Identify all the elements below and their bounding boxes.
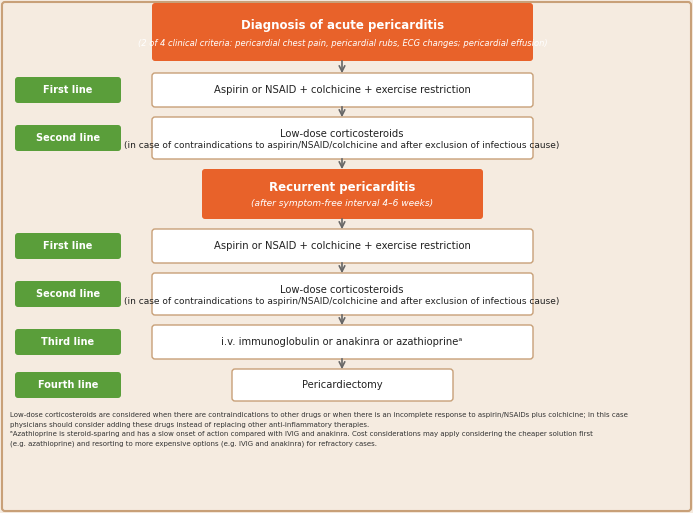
Text: Low-dose corticosteroids are considered when there are contraindications to othe: Low-dose corticosteroids are considered … — [10, 412, 628, 418]
Text: (e.g. azathioprine) and resorting to more expensive options (e.g. IVIG and anaki: (e.g. azathioprine) and resorting to mor… — [10, 441, 377, 447]
Text: First line: First line — [43, 241, 93, 251]
Text: (in case of contraindications to aspirin/NSAID/colchicine and after exclusion of: (in case of contraindications to aspirin… — [124, 298, 560, 306]
FancyBboxPatch shape — [232, 369, 453, 401]
Text: i.v. immunoglobulin or anakinra or azathioprineᵃ: i.v. immunoglobulin or anakinra or azath… — [221, 337, 463, 347]
Text: (in case of contraindications to aspirin/NSAID/colchicine and after exclusion of: (in case of contraindications to aspirin… — [124, 142, 560, 150]
FancyBboxPatch shape — [15, 125, 121, 151]
FancyBboxPatch shape — [15, 329, 121, 355]
Text: Diagnosis of acute pericarditis: Diagnosis of acute pericarditis — [241, 19, 444, 32]
Text: Third line: Third line — [42, 337, 94, 347]
Text: ᵃAzathioprine is steroid-sparing and has a slow onset of action compared with IV: ᵃAzathioprine is steroid-sparing and has… — [10, 431, 593, 437]
Text: Aspirin or NSAID + colchicine + exercise restriction: Aspirin or NSAID + colchicine + exercise… — [213, 85, 471, 95]
Text: Aspirin or NSAID + colchicine + exercise restriction: Aspirin or NSAID + colchicine + exercise… — [213, 241, 471, 251]
Text: physicians should consider adding these drugs instead of replacing other anti-in: physicians should consider adding these … — [10, 422, 369, 427]
Text: Fourth line: Fourth line — [38, 380, 98, 390]
Text: Low-dose corticosteroids: Low-dose corticosteroids — [280, 129, 404, 139]
FancyBboxPatch shape — [152, 73, 533, 107]
FancyBboxPatch shape — [152, 117, 533, 159]
Text: Low-dose corticosteroids: Low-dose corticosteroids — [280, 285, 404, 295]
Text: (after symptom-free interval 4–6 weeks): (after symptom-free interval 4–6 weeks) — [252, 199, 434, 208]
Text: (2 of 4 clinical criteria: pericardial chest pain, pericardial rubs, ECG changes: (2 of 4 clinical criteria: pericardial c… — [138, 39, 547, 48]
Text: Second line: Second line — [36, 289, 100, 299]
FancyBboxPatch shape — [15, 372, 121, 398]
FancyBboxPatch shape — [152, 229, 533, 263]
FancyBboxPatch shape — [152, 273, 533, 315]
Text: Recurrent pericarditis: Recurrent pericarditis — [270, 181, 416, 194]
FancyBboxPatch shape — [15, 77, 121, 103]
Text: First line: First line — [43, 85, 93, 95]
FancyBboxPatch shape — [15, 233, 121, 259]
FancyBboxPatch shape — [15, 281, 121, 307]
Text: Pericardiectomy: Pericardiectomy — [301, 380, 383, 390]
FancyBboxPatch shape — [152, 3, 533, 61]
FancyBboxPatch shape — [152, 325, 533, 359]
FancyBboxPatch shape — [202, 169, 483, 219]
Text: Second line: Second line — [36, 133, 100, 143]
